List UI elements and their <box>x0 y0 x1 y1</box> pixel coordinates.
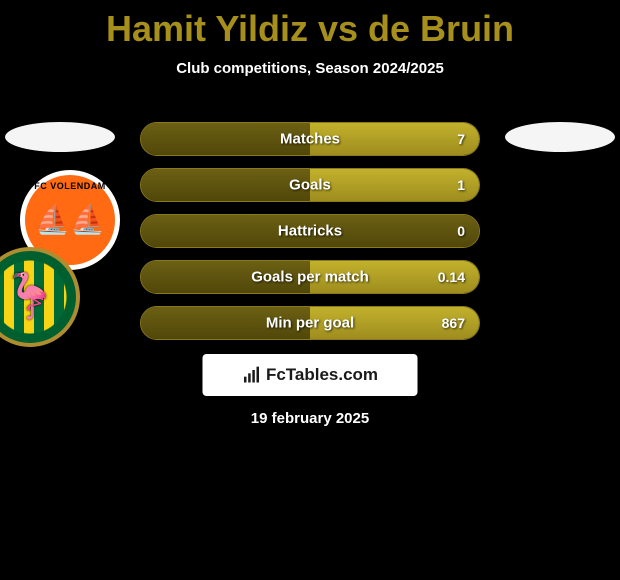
page-title: Hamit Yildiz vs de Bruin <box>0 0 620 50</box>
stat-label: Min per goal <box>266 315 354 332</box>
branding-text: FcTables.com <box>266 365 378 385</box>
stat-value-right: 7 <box>457 131 465 147</box>
stat-value-right: 1 <box>457 177 465 193</box>
player-left-silhouette <box>5 122 115 152</box>
stat-row: Goals per match 0.14 <box>140 260 480 294</box>
stat-label: Goals <box>289 177 331 194</box>
stats-container: Matches 7 Goals 1 Hattricks 0 Goals per match 0… <box>140 122 480 352</box>
player-right-silhouette <box>505 122 615 152</box>
chart-icon <box>242 365 262 385</box>
stat-label: Matches <box>280 131 340 148</box>
stat-label: Hattricks <box>278 223 342 240</box>
ado-stork-icon: 🦩 <box>3 270 58 322</box>
stat-value-right: 0.14 <box>438 269 465 285</box>
stat-row: Min per goal 867 <box>140 306 480 340</box>
stat-label: Goals per match <box>251 269 369 286</box>
subtitle: Club competitions, Season 2024/2025 <box>0 60 620 77</box>
branding-badge: FcTables.com <box>203 354 418 396</box>
stat-row: Hattricks 0 <box>140 214 480 248</box>
stat-value-right: 0 <box>457 223 465 239</box>
stat-row: Goals 1 <box>140 168 480 202</box>
stat-row: Matches 7 <box>140 122 480 156</box>
date-text: 19 february 2025 <box>251 410 369 427</box>
club-name-left: FC VOLENDAM <box>25 181 115 191</box>
stat-value-right: 867 <box>442 315 465 331</box>
volendam-boats-icon: ⛵⛵ <box>35 206 105 234</box>
